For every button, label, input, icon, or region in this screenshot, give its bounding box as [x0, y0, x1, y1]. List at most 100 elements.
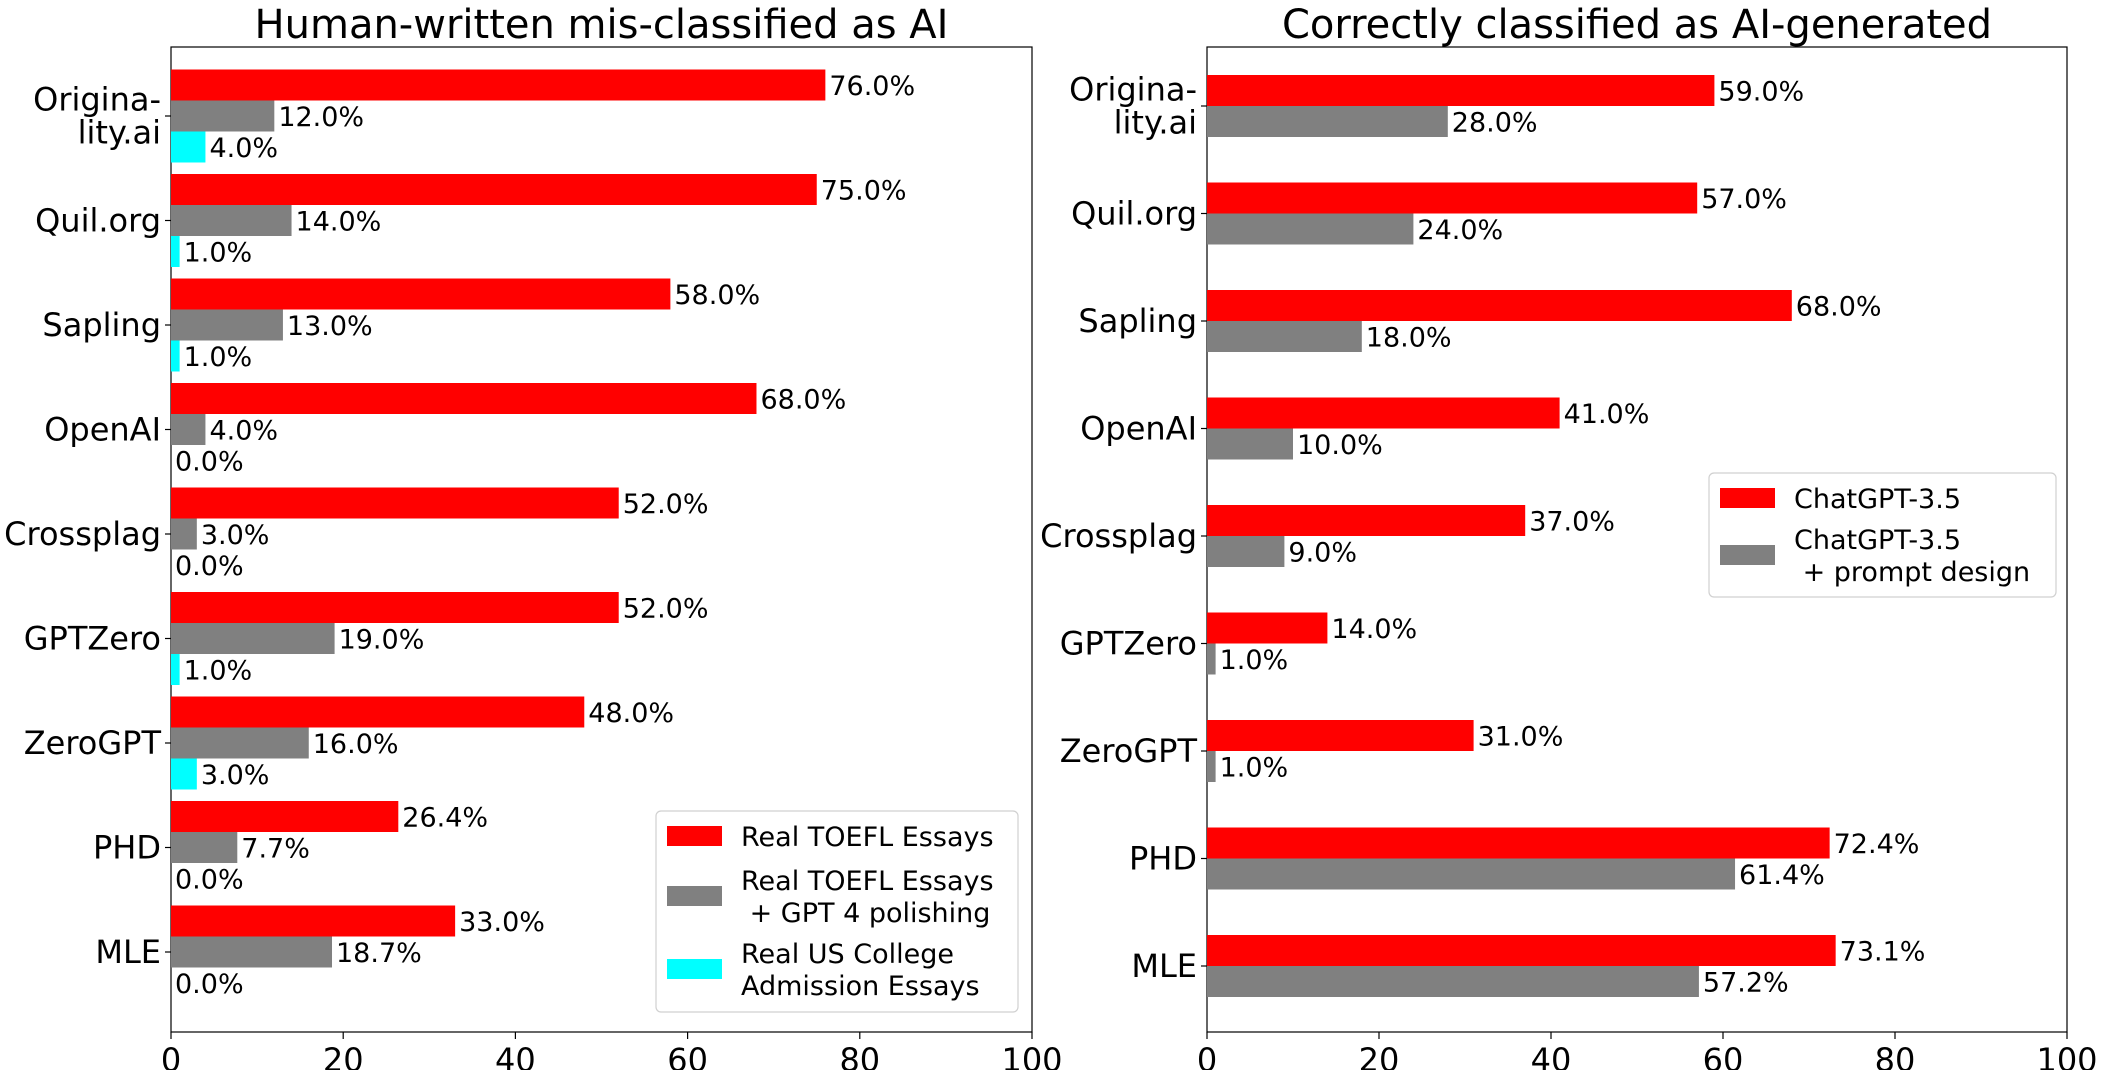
value-label: 58.0% — [674, 280, 760, 311]
category-label-line: Origina- — [1069, 71, 1197, 109]
value-label: 19.0% — [339, 625, 425, 656]
value-label: 0.0% — [175, 447, 244, 478]
legend: Real TOEFL Essays Real TOEFL Essays + GPT… — [655, 810, 1019, 1013]
x-tick-label: 20 — [1359, 1041, 1400, 1070]
bar — [171, 623, 335, 654]
legend-box — [655, 810, 1019, 1013]
value-label: 73.1% — [1840, 937, 1926, 968]
legend-label-line: Real US College — [741, 939, 954, 970]
value-label: 76.0% — [829, 71, 915, 102]
bar — [171, 131, 206, 163]
x-tick-label: 100 — [1001, 1041, 1062, 1070]
bar — [171, 205, 292, 236]
legend-label-line: ChatGPT-3.5 — [1794, 525, 1961, 556]
bar — [171, 309, 283, 341]
bar — [171, 236, 180, 267]
value-label: 9.0% — [1288, 538, 1357, 569]
bar — [171, 801, 399, 832]
value-label: 3.0% — [201, 520, 270, 551]
bar — [1207, 428, 1293, 460]
value-label: 1.0% — [184, 656, 253, 687]
bar — [171, 487, 619, 519]
x-tick-label: 60 — [1703, 1041, 1744, 1070]
bar — [1207, 751, 1216, 782]
value-label: 28.0% — [1452, 108, 1538, 139]
bar — [1207, 213, 1414, 245]
bar — [1207, 106, 1448, 137]
x-tick-label: 80 — [839, 1041, 880, 1070]
chart-panel-2: Correctly classified as AI-generated 59.0… — [1040, 2, 2097, 1070]
value-label: 7.7% — [241, 834, 310, 865]
bar — [1207, 643, 1216, 675]
bar — [1207, 505, 1526, 536]
legend-swatch — [1720, 488, 1775, 508]
bar — [1207, 321, 1362, 352]
category-label: Sapling — [42, 306, 161, 344]
category-label: GPTZero — [24, 620, 161, 658]
bar — [171, 100, 275, 132]
value-label: 26.4% — [402, 803, 488, 834]
bar — [171, 696, 585, 728]
bar — [1207, 182, 1698, 214]
x-tick-label: 40 — [1531, 1041, 1572, 1070]
value-label: 37.0% — [1529, 507, 1615, 538]
bar — [171, 592, 619, 623]
bar — [171, 174, 817, 205]
x-tick-label: 20 — [323, 1041, 364, 1070]
category-label: ZeroGPT — [24, 724, 162, 762]
value-label: 0.0% — [175, 551, 244, 582]
chart-title: Correctly classified as AI-generated — [1282, 2, 1992, 48]
bar — [1207, 75, 1715, 106]
value-label: 57.0% — [1701, 184, 1787, 215]
category-label: Origina-lity.ai — [33, 81, 161, 152]
legend-label: ChatGPT-3.5 + prompt design — [1794, 525, 2030, 588]
legend-label-line: Admission Essays — [741, 971, 980, 1002]
value-label: 61.4% — [1739, 860, 1825, 891]
legend-swatch — [667, 959, 722, 979]
value-label: 33.0% — [459, 907, 545, 938]
bar — [1207, 536, 1285, 567]
legend-swatch — [667, 886, 722, 906]
x-tick-label: 0 — [161, 1041, 181, 1070]
x-tick-label: 80 — [1875, 1041, 1916, 1070]
bar — [171, 654, 180, 685]
legend-label-line: + prompt design — [1794, 557, 2030, 588]
bar — [171, 518, 197, 550]
bar — [171, 278, 671, 310]
category-label: OpenAI — [44, 411, 161, 449]
chart-panel-1: Human-written mis-classified as AI 76.0% 1… — [4, 2, 1062, 1070]
legend-label-line: Real TOEFL Essays — [741, 866, 994, 897]
value-label: 52.0% — [623, 489, 709, 520]
bar — [1207, 966, 1699, 997]
bar — [171, 727, 309, 759]
x-tick-label: 60 — [667, 1041, 708, 1070]
category-label: Quil.org — [35, 202, 161, 240]
value-label: 1.0% — [184, 238, 253, 269]
value-label: 18.7% — [336, 938, 422, 969]
value-label: 0.0% — [175, 865, 244, 896]
value-label: 24.0% — [1417, 215, 1503, 246]
bar — [171, 383, 757, 414]
value-label: 1.0% — [184, 342, 253, 373]
category-label: PHD — [93, 829, 161, 867]
bar — [1207, 858, 1736, 890]
category-label: Quil.org — [1071, 195, 1197, 233]
bar — [171, 69, 826, 101]
value-label: 14.0% — [296, 207, 382, 238]
bar — [1207, 612, 1328, 644]
category-label: Origina-lity.ai — [1069, 71, 1197, 142]
value-label: 0.0% — [175, 969, 244, 1000]
value-label: 12.0% — [278, 102, 364, 133]
legend-label: Real TOEFL Essays — [741, 822, 994, 853]
bar — [171, 936, 333, 968]
legend-label-line: + GPT 4 polishing — [741, 898, 990, 929]
value-label: 14.0% — [1331, 614, 1417, 645]
bar — [1207, 720, 1474, 751]
value-label: 4.0% — [209, 133, 278, 164]
category-label: ZeroGPT — [1060, 732, 1198, 770]
x-tick-label: 40 — [495, 1041, 536, 1070]
bar — [171, 414, 206, 445]
legend-label: Real US College Admission Essays — [741, 939, 980, 1002]
